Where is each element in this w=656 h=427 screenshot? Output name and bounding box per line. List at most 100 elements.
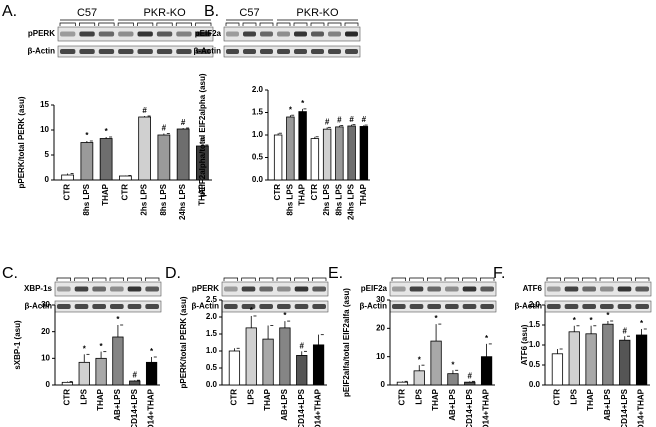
- y-tick-label: 0.0: [252, 175, 264, 184]
- x-tick-label: CD14+LPS: [620, 388, 629, 427]
- x-tick-label: AB+LPS: [603, 388, 612, 420]
- significance-marker: *: [116, 315, 120, 324]
- blot-band: [547, 286, 561, 292]
- blot-band: [57, 286, 71, 292]
- significance-marker: *: [83, 344, 87, 353]
- lane-bracket: [479, 277, 495, 281]
- bar: [347, 125, 356, 181]
- significance-marker: *: [301, 99, 305, 108]
- significance-marker: #: [133, 370, 138, 379]
- panel-label: E.: [328, 265, 343, 282]
- lane-bracket: [310, 22, 325, 26]
- x-tick-label: THAP: [96, 388, 105, 410]
- x-tick-label: THAP: [359, 183, 368, 205]
- panel-label: F.: [493, 265, 505, 282]
- blot-band: [224, 304, 238, 309]
- blot-band: [547, 304, 561, 309]
- x-tick-label: 8hs LPS: [82, 183, 91, 215]
- lane-bracket: [156, 22, 173, 26]
- blot-band: [176, 31, 192, 37]
- group-label: PKR-KO: [143, 7, 186, 19]
- y-tick-label: 20: [41, 327, 50, 336]
- significance-marker: #: [300, 341, 305, 350]
- y-tick-label: 1.0: [529, 340, 541, 349]
- bar: [129, 380, 141, 386]
- lane-bracket: [109, 277, 125, 281]
- blot-band: [462, 304, 477, 309]
- blot: [54, 281, 162, 297]
- blot-band: [392, 286, 406, 292]
- blot-band: [445, 286, 459, 292]
- panel-label: B.: [204, 3, 219, 20]
- blot-band: [277, 286, 291, 292]
- blot-band: [277, 49, 290, 54]
- blot-band: [137, 31, 153, 37]
- panel-label: A.: [2, 3, 17, 20]
- blot-label: β-Actin: [359, 302, 387, 311]
- y-axis-label: sXBP-1 (asu): [13, 320, 22, 370]
- lane-bracket: [144, 277, 160, 281]
- lane-bracket: [546, 277, 562, 281]
- blot-band: [462, 286, 477, 292]
- blot-band: [195, 31, 211, 37]
- bar: [119, 175, 132, 181]
- lane-bracket: [175, 22, 192, 26]
- x-tick-label: THAP: [298, 183, 307, 205]
- blot-band: [226, 31, 239, 37]
- blot-band: [480, 286, 494, 292]
- bar: [430, 340, 442, 386]
- x-tick-label: 2hs LPS: [322, 183, 331, 215]
- y-tick-label: 0.5: [529, 360, 541, 369]
- x-tick-label: THAP: [101, 183, 110, 205]
- y-tick-label: 1.5: [252, 108, 264, 117]
- bar: [447, 373, 459, 386]
- lane-bracket: [241, 277, 256, 281]
- lane-bracket: [294, 277, 309, 281]
- x-tick-label: 24hs LPS: [347, 183, 356, 220]
- blot-band: [137, 49, 153, 54]
- bar: [95, 357, 107, 386]
- lane-bracket: [391, 277, 407, 281]
- y-tick-label: 0: [381, 380, 386, 389]
- x-tick-label: CD14+LPS: [130, 388, 139, 427]
- blot-band: [328, 31, 341, 37]
- x-tick-label: CTR: [63, 389, 72, 406]
- group-label: PKR-KO: [296, 7, 339, 19]
- significance-marker: *: [418, 355, 422, 364]
- significance-marker: #: [349, 115, 354, 124]
- significance-marker: *: [289, 105, 293, 114]
- y-tick-label: 0.0: [529, 380, 541, 389]
- y-tick-label: 2.0: [529, 300, 541, 309]
- blot-band: [118, 49, 134, 54]
- bar: [196, 145, 209, 181]
- y-tick-label: 10: [41, 353, 50, 362]
- blot-label: XBP-1s: [24, 284, 53, 293]
- blot-band: [564, 286, 579, 292]
- y-tick-label: 30: [41, 300, 50, 309]
- lane-bracket: [242, 22, 257, 26]
- lane-bracket: [327, 22, 342, 26]
- blot-band: [312, 304, 326, 309]
- bar: [335, 126, 344, 181]
- significance-marker: #: [162, 124, 167, 133]
- y-tick-label: 2.0: [252, 85, 264, 94]
- significance-marker: *: [573, 316, 577, 325]
- bar: [464, 381, 476, 386]
- x-tick-label: 24hs LPS: [178, 183, 187, 220]
- bar: [602, 323, 614, 386]
- significance-marker: *: [485, 334, 489, 343]
- lane-bracket: [117, 22, 134, 26]
- blot-band: [145, 304, 159, 309]
- bar: [413, 370, 425, 386]
- blot-band: [294, 49, 307, 54]
- blot-band: [241, 286, 256, 292]
- blot-band: [98, 31, 115, 37]
- lane-bracket: [564, 277, 579, 281]
- bar: [99, 138, 113, 181]
- blot-band: [600, 304, 614, 309]
- blot: [544, 281, 652, 297]
- blot-band: [110, 304, 124, 309]
- blot-band: [617, 286, 632, 292]
- blot-band: [564, 304, 579, 309]
